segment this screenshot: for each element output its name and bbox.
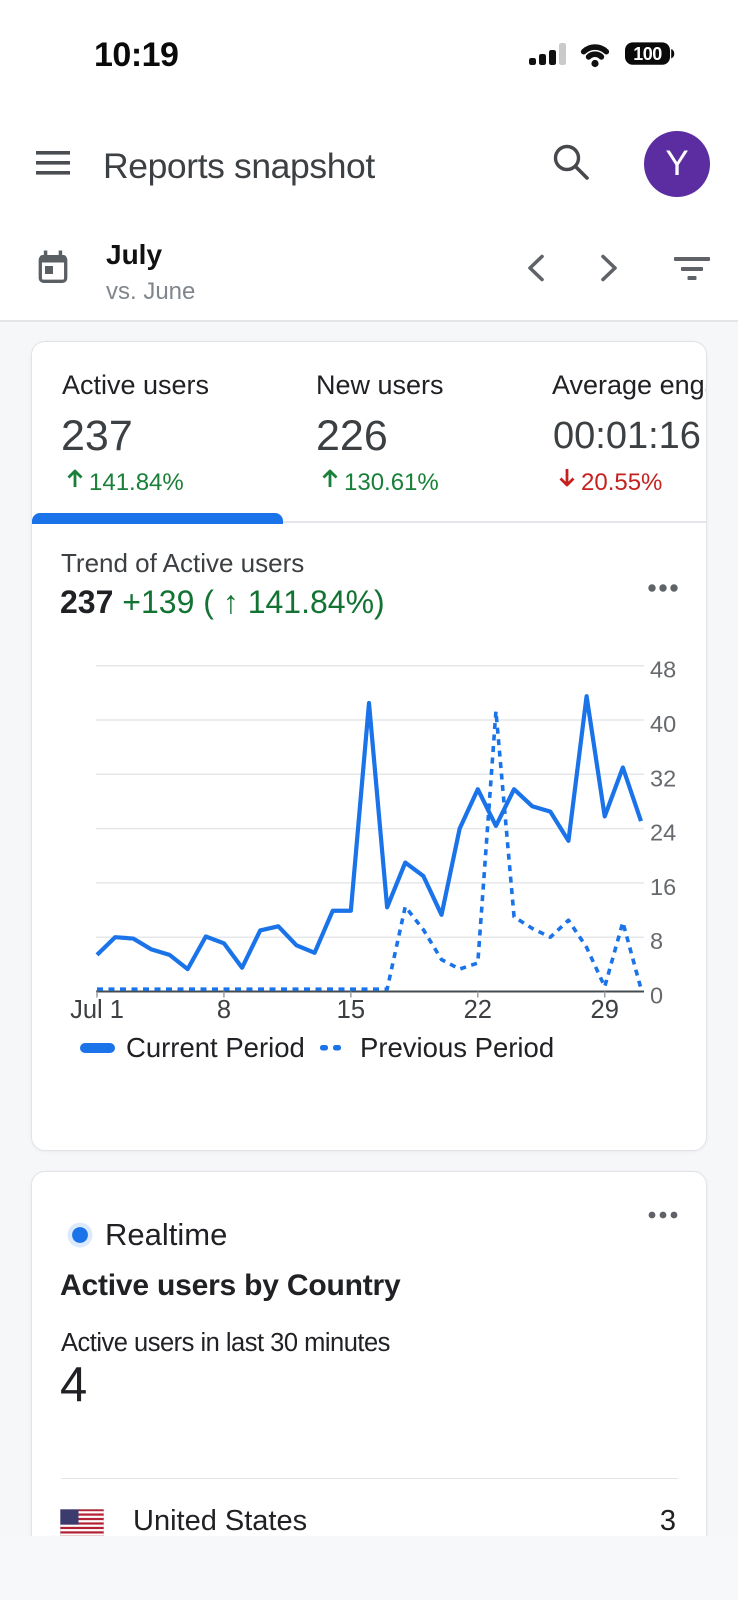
svg-text:8: 8	[217, 996, 231, 1024]
svg-text:0: 0	[650, 983, 663, 1009]
svg-text:Jul 1: Jul 1	[70, 996, 124, 1024]
svg-text:29: 29	[591, 996, 619, 1024]
svg-text:40: 40	[650, 711, 676, 737]
svg-text:24: 24	[650, 820, 676, 846]
svg-text:100: 100	[633, 44, 662, 64]
svg-text:22: 22	[464, 996, 492, 1024]
svg-text:16: 16	[650, 874, 676, 900]
svg-text:32: 32	[650, 765, 676, 791]
svg-text:8: 8	[650, 928, 663, 954]
svg-text:48: 48	[650, 657, 676, 683]
svg-text:15: 15	[337, 996, 365, 1024]
